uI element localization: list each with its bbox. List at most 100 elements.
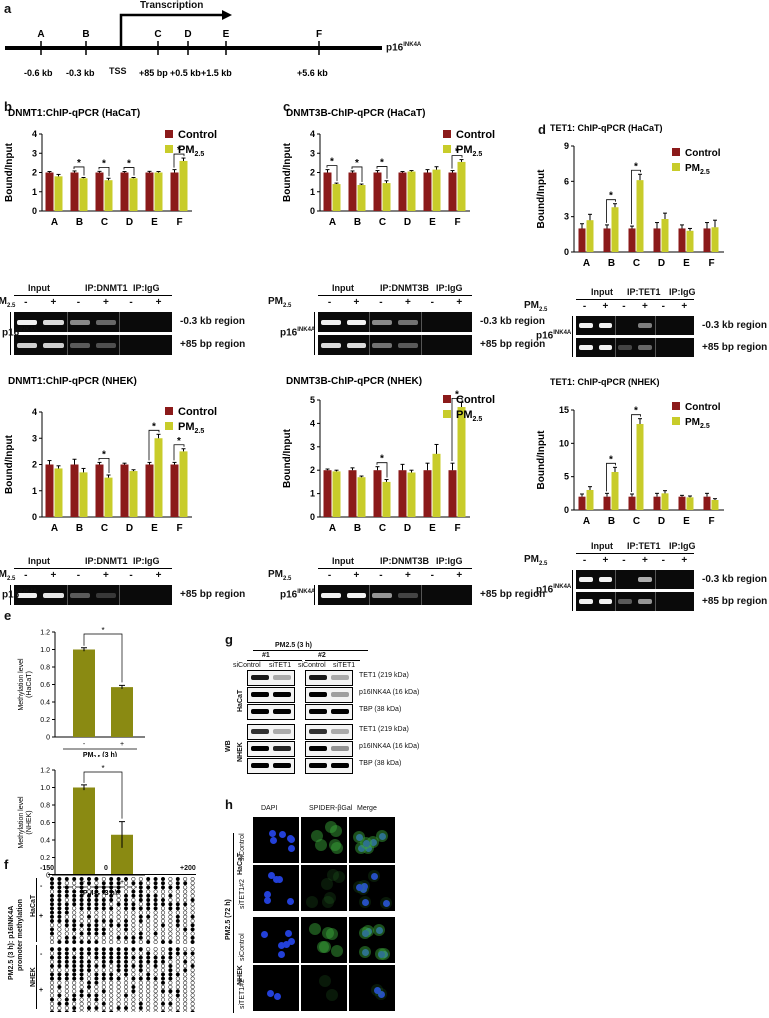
cpg-dot xyxy=(123,910,129,915)
cpg-dot xyxy=(131,980,136,985)
sig-bracket xyxy=(631,414,641,492)
cpg-dot xyxy=(79,885,84,890)
cpg-dot xyxy=(123,931,129,936)
bar-A-1 xyxy=(54,176,63,211)
cpg-dot xyxy=(86,963,92,969)
gel-lane-sign: + xyxy=(353,297,360,308)
cpg-dot xyxy=(175,897,180,903)
cpg-dot xyxy=(101,889,106,894)
cpg-dot xyxy=(131,906,136,911)
cpg-dot xyxy=(79,963,84,969)
h-image xyxy=(349,817,395,863)
cpg-dot xyxy=(116,959,121,964)
bar-B-0 xyxy=(603,496,611,510)
cpg-dot xyxy=(183,902,188,907)
gel-row xyxy=(318,312,472,332)
cpg-dot xyxy=(64,939,69,945)
cpg-dot xyxy=(94,989,99,994)
gel-region-label: -0.3 kb region xyxy=(702,573,768,585)
cpg-dot xyxy=(123,972,129,977)
gel-lane-sign: + xyxy=(456,297,463,308)
chart-title: DNMT1:ChIP-qPCR (HaCaT) xyxy=(8,108,140,119)
sig-star: * xyxy=(634,161,638,172)
x-tick-label: C xyxy=(379,217,386,228)
site-pos-B: -0.3 kb xyxy=(66,68,95,78)
x-tick-label: D xyxy=(126,523,133,534)
cpg-dot xyxy=(116,906,121,911)
cpg-dot xyxy=(72,885,77,890)
sig-bracket xyxy=(83,771,123,819)
cpg-dot xyxy=(138,980,143,985)
sig-bracket xyxy=(376,166,388,179)
cpg-dot xyxy=(160,889,166,894)
cpg-dot xyxy=(146,897,151,903)
cpg-dot xyxy=(72,989,77,994)
gel-lane-sign: - xyxy=(24,570,28,581)
gel-lane-sign: + xyxy=(155,570,162,581)
cpg-dot xyxy=(123,947,129,952)
x-tick-label: A xyxy=(583,258,590,269)
cpg-dot xyxy=(153,939,158,945)
cpg-dot xyxy=(190,959,195,964)
cpg-dot xyxy=(57,993,62,998)
cpg-dot xyxy=(175,968,180,973)
cpg-dot xyxy=(101,959,106,964)
cpg-dot xyxy=(138,914,143,919)
cpg-dot xyxy=(94,972,99,977)
cpg-dot xyxy=(109,902,114,907)
cpg-dot xyxy=(101,976,106,981)
cpg-dot xyxy=(175,984,180,990)
cpg-dot xyxy=(190,897,195,903)
cpg-dot xyxy=(109,993,114,998)
cpg-dot xyxy=(64,927,69,932)
cpg-dot xyxy=(49,885,55,890)
cpg-dot xyxy=(86,997,92,1002)
y-tick-label: 3 xyxy=(32,433,37,443)
cpg-dot xyxy=(57,914,62,919)
gel-lane-sign: + xyxy=(681,555,688,566)
cpg-dot xyxy=(168,997,173,1002)
cpg-dot xyxy=(146,893,151,898)
cpg-dot xyxy=(138,997,143,1002)
y-tick-label: 0.6 xyxy=(40,820,50,827)
cpg-dot xyxy=(190,984,195,990)
cpg-dot xyxy=(131,910,136,915)
sig-bracket xyxy=(148,429,160,461)
cpg-dot xyxy=(153,927,158,932)
cpg-dot xyxy=(168,889,173,894)
bar-F-1 xyxy=(179,451,188,517)
cpg-dot xyxy=(49,910,55,915)
cpg-dot xyxy=(86,947,92,952)
cpg-dot xyxy=(168,897,173,903)
sig-bracket xyxy=(123,167,135,176)
wb-box xyxy=(247,687,295,703)
gel-band xyxy=(346,319,367,325)
cpg-dot xyxy=(49,914,55,919)
cpg-dot xyxy=(64,980,69,985)
cpg-dot xyxy=(131,918,136,924)
cpg-dot xyxy=(168,927,173,932)
cpg-dot xyxy=(123,939,129,945)
cpg-dot xyxy=(57,997,62,1002)
y-tick-label: 1 xyxy=(310,489,315,499)
bar-E-0 xyxy=(145,172,154,211)
cpg-dot xyxy=(101,923,106,928)
cpg-dot xyxy=(79,1005,84,1011)
x-axis-label: PM2.5 (3 h) xyxy=(83,752,117,757)
wb-label: p16INK4A (16 kDa) xyxy=(359,743,420,750)
cpg-dot xyxy=(57,972,62,977)
cpg-dot xyxy=(79,897,84,903)
sig-bracket xyxy=(98,458,110,473)
cpg-dot xyxy=(160,910,166,915)
cpg-dot xyxy=(123,984,129,990)
cpg-dot xyxy=(190,972,195,977)
bar-A-1 xyxy=(54,468,63,517)
cpg-dot xyxy=(64,1005,69,1011)
cpg-dot xyxy=(168,914,173,919)
f-plus1: + xyxy=(39,913,44,920)
f-side1: PM2.5 (3 h): p16INK4A xyxy=(8,905,15,980)
cpg-dot xyxy=(131,989,136,994)
cpg-dot xyxy=(175,997,180,1002)
cpg-dot xyxy=(138,906,143,911)
x-tick-label: + xyxy=(120,879,124,886)
